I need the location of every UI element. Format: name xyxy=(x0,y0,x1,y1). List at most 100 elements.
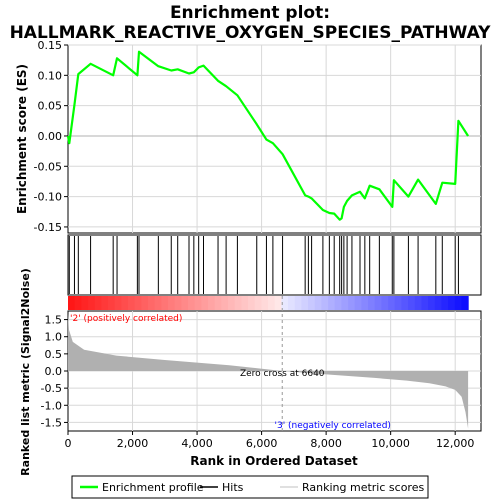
x-tick-label: 0 xyxy=(65,437,72,450)
positive-correlation-label: '2' (positively correlated) xyxy=(70,314,182,324)
color-bar-segment xyxy=(174,296,182,310)
color-bar-segment xyxy=(334,296,342,310)
ranking-metric-fill xyxy=(68,313,469,429)
metric-y-tick-label: -1.5 xyxy=(41,416,62,429)
color-bar-segment xyxy=(161,296,169,310)
es-y-tick-label: 0.00 xyxy=(38,130,63,143)
x-axis-ticks: 0 2,000 4,000 6,000 8,000 10,000 12,000 xyxy=(65,431,475,450)
enrichment-profile-line xyxy=(66,50,470,221)
x-axis-label: Rank in Ordered Dataset xyxy=(190,454,358,468)
zero-cross-label: Zero cross at 6640 xyxy=(240,369,325,379)
color-bar-segment xyxy=(308,296,316,310)
x-tick-label: 6,000 xyxy=(246,437,278,450)
es-y-tick-label: 0.10 xyxy=(38,69,63,82)
color-bar-segment xyxy=(361,296,369,310)
color-bar-segment xyxy=(261,296,269,310)
metric-y-axis-ticks: -1.5 -1.0 -0.5 0.0 0.5 1.0 1.5 xyxy=(41,314,68,429)
color-bar-segment xyxy=(341,296,349,310)
color-bar-segment xyxy=(94,296,102,310)
color-bar-segment xyxy=(68,296,76,310)
color-bar-segment xyxy=(134,296,142,310)
color-bar-segment xyxy=(321,296,329,310)
color-bar-segment xyxy=(388,296,396,310)
color-bar-segment xyxy=(421,296,429,310)
color-bar-segment xyxy=(154,296,162,310)
ranking-metric-area xyxy=(68,313,469,429)
color-bar-segment xyxy=(434,296,443,310)
metric-y-tick-label: 0.5 xyxy=(45,348,63,361)
color-bar-segment xyxy=(228,296,236,310)
metric-y-axis-label: Ranked list metric (Signal2Noise) xyxy=(19,268,32,476)
legend-label: Hits xyxy=(222,481,244,494)
color-bar-segment xyxy=(368,296,376,310)
color-bar-segment xyxy=(121,296,129,310)
es-panel-frame xyxy=(67,44,482,234)
color-bar-segment xyxy=(448,296,456,310)
hits-panel-frame xyxy=(67,234,482,296)
color-bar-segment xyxy=(168,296,176,310)
metric-y-tick-label: -0.5 xyxy=(41,382,62,395)
es-y-tick-label: 0.15 xyxy=(38,39,63,52)
color-bar-segment xyxy=(414,296,423,310)
es-y-axis-label: Enrichment score (ES) xyxy=(15,64,29,214)
x-tick-label: 12,000 xyxy=(436,437,475,450)
color-bar-segment xyxy=(294,296,302,310)
color-bar-segment xyxy=(101,296,109,310)
color-bar-segment xyxy=(354,296,363,310)
chart-legend: Enrichment profile Hits Ranking metric sco… xyxy=(71,475,429,499)
metric-y-tick-label: 1.5 xyxy=(45,314,63,327)
metric-y-tick-label: 1.0 xyxy=(45,331,63,344)
color-bar-segment xyxy=(408,296,416,310)
color-bar-segment xyxy=(348,296,356,310)
chart-title-line: HALLMARK_REACTIVE_OXYGEN_SPECIES_PATHWAY xyxy=(10,23,492,43)
chart-title: Enrichment plot:HALLMARK_REACTIVE_OXYGEN… xyxy=(10,3,492,43)
x-tick-label: 4,000 xyxy=(181,437,213,450)
color-bar-segment xyxy=(254,296,262,310)
legend-label: Ranking metric scores xyxy=(302,481,424,494)
color-bar-segment xyxy=(148,296,156,310)
x-tick-label: 10,000 xyxy=(371,437,410,450)
color-bar-segment xyxy=(234,296,242,310)
color-bar-segment xyxy=(128,296,136,310)
color-bar-segment xyxy=(108,296,116,310)
color-bar-segment xyxy=(208,296,216,310)
color-bar-segment xyxy=(401,296,409,310)
color-bar-segment xyxy=(461,296,469,310)
ranked-list-color-bar xyxy=(68,296,469,310)
color-bar-segment xyxy=(114,296,122,310)
color-bar-segment xyxy=(188,296,196,310)
color-bar-segment xyxy=(301,296,309,310)
color-bar-segment xyxy=(221,296,229,310)
es-y-axis-ticks: -0.15 -0.10 -0.05 0.00 0.05 0.10 0.15 xyxy=(34,39,68,234)
color-bar-segment xyxy=(201,296,209,310)
es-y-tick-label: -0.15 xyxy=(34,221,62,234)
color-bar-segment xyxy=(374,296,383,310)
color-bar-segment xyxy=(194,296,202,310)
color-bar-segment xyxy=(81,296,89,310)
color-bar-segment xyxy=(314,296,322,310)
legend-label: Enrichment profile xyxy=(102,481,204,494)
color-bar-segment xyxy=(281,296,289,310)
color-bar-segment xyxy=(74,296,82,310)
x-tick-label: 8,000 xyxy=(310,437,342,450)
es-y-tick-label: -0.10 xyxy=(34,191,62,204)
negative-correlation-label: '3' (negatively correlated) xyxy=(275,421,391,431)
color-bar-segment xyxy=(428,296,436,310)
x-tick-label: 2,000 xyxy=(117,437,149,450)
color-bar-segment xyxy=(181,296,189,310)
color-bar-segment xyxy=(394,296,403,310)
color-bar-segment xyxy=(88,296,96,310)
hit-marks xyxy=(68,236,459,294)
color-bar-segment xyxy=(454,296,463,310)
es-y-tick-label: 0.05 xyxy=(38,100,63,113)
color-bar-segment xyxy=(381,296,389,310)
color-bar-segment xyxy=(248,296,256,310)
metric-y-tick-label: 0.0 xyxy=(45,365,63,378)
color-bar-segment xyxy=(274,296,282,310)
color-bar-segment xyxy=(268,296,276,310)
metric-y-tick-label: -1.0 xyxy=(41,399,62,412)
chart-title-line: Enrichment plot: xyxy=(170,3,330,23)
color-bar-segment xyxy=(288,296,296,310)
